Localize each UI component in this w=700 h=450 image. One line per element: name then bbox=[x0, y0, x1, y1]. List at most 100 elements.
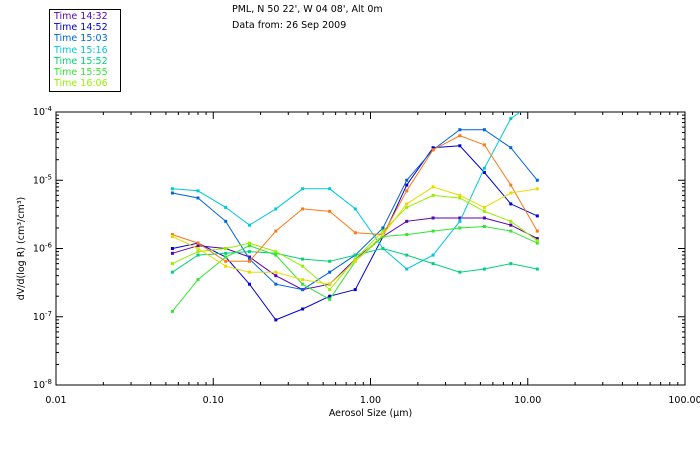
series-point-8 bbox=[458, 193, 462, 197]
series-point-6 bbox=[535, 239, 539, 243]
series-point-0 bbox=[509, 223, 513, 227]
series-point-1 bbox=[170, 247, 174, 250]
series-point-5 bbox=[274, 253, 278, 257]
y-tick-label: 10-8 bbox=[33, 378, 52, 391]
series-point-7 bbox=[224, 259, 228, 263]
y-axis-label: dV/d(log R) (cm³/cm³) bbox=[16, 197, 27, 300]
series-point-4 bbox=[196, 253, 200, 257]
legend-entry: Time 15:55 bbox=[54, 67, 108, 79]
series-point-3 bbox=[458, 219, 462, 223]
series-point-6 bbox=[458, 196, 462, 200]
series-point-0 bbox=[274, 274, 278, 278]
series-point-7 bbox=[509, 183, 513, 187]
series-point-6 bbox=[274, 250, 278, 254]
series-point-6 bbox=[196, 250, 200, 254]
y-tick-label: 10-7 bbox=[33, 310, 52, 323]
series-point-2 bbox=[405, 178, 409, 182]
series-point-0 bbox=[170, 251, 174, 255]
series-point-4 bbox=[170, 270, 174, 274]
series-point-0 bbox=[482, 216, 486, 220]
series-point-2 bbox=[509, 146, 513, 150]
legend-entry: Time 15:03 bbox=[54, 33, 108, 45]
series-point-1 bbox=[328, 294, 332, 298]
series-point-0 bbox=[431, 216, 435, 220]
series-point-6 bbox=[509, 219, 513, 223]
x-axis-label: Aerosol Size (µm) bbox=[329, 408, 412, 419]
series-point-1 bbox=[301, 307, 305, 311]
series-point-6 bbox=[247, 241, 251, 245]
series-point-7 bbox=[301, 207, 305, 211]
series-point-8 bbox=[328, 282, 332, 286]
series-point-7 bbox=[405, 189, 409, 193]
legend: Time 14:32 Time 14:52 Time 15:03 Time 15:16… bbox=[49, 9, 121, 92]
series-point-8 bbox=[353, 259, 357, 263]
series-point-6 bbox=[431, 193, 435, 197]
series-point-4 bbox=[381, 247, 385, 250]
series-point-0 bbox=[247, 255, 251, 259]
series-line-3 bbox=[172, 112, 522, 270]
series-point-8 bbox=[509, 191, 513, 195]
series-point-8 bbox=[301, 278, 305, 282]
series-point-1 bbox=[274, 318, 278, 322]
series-point-2 bbox=[301, 288, 305, 292]
series-point-6 bbox=[170, 262, 174, 266]
series-point-0 bbox=[196, 244, 200, 248]
series-point-2 bbox=[328, 270, 332, 274]
series-point-5 bbox=[224, 255, 228, 259]
series-point-2 bbox=[247, 257, 251, 261]
series-point-7 bbox=[482, 143, 486, 147]
series-point-3 bbox=[405, 267, 409, 271]
series-point-4 bbox=[353, 253, 357, 257]
series-point-3 bbox=[509, 117, 513, 121]
series-point-4 bbox=[224, 251, 228, 255]
x-tick-label: 1.00 bbox=[360, 395, 381, 406]
legend-entry: Time 16:06 bbox=[54, 78, 108, 90]
series-point-3 bbox=[482, 166, 486, 170]
series-point-8 bbox=[247, 270, 251, 274]
series-point-7 bbox=[535, 229, 539, 233]
series-point-6 bbox=[301, 264, 305, 268]
series-point-6 bbox=[405, 205, 409, 209]
series-point-7 bbox=[170, 233, 174, 237]
series-point-5 bbox=[482, 225, 486, 229]
series-point-3 bbox=[353, 207, 357, 211]
series-point-7 bbox=[431, 148, 435, 152]
location-header: PML, N 50 22', W 04 08', Alt 0m bbox=[232, 4, 383, 15]
series-point-6 bbox=[224, 247, 228, 250]
series-point-4 bbox=[247, 250, 251, 254]
series-point-8 bbox=[196, 247, 200, 250]
series-point-5 bbox=[328, 297, 332, 301]
series-point-2 bbox=[196, 196, 200, 200]
series-point-5 bbox=[535, 241, 539, 245]
series-point-2 bbox=[274, 282, 278, 286]
y-tick-label: 10-4 bbox=[33, 105, 53, 118]
series-point-4 bbox=[431, 262, 435, 266]
series-point-3 bbox=[247, 223, 251, 227]
series-point-1 bbox=[482, 170, 486, 174]
series-point-5 bbox=[247, 244, 251, 248]
series-point-4 bbox=[458, 270, 462, 274]
series-point-0 bbox=[405, 219, 409, 223]
series-point-2 bbox=[482, 128, 486, 132]
series-point-3 bbox=[196, 189, 200, 193]
series-point-0 bbox=[458, 216, 462, 220]
series-point-5 bbox=[301, 282, 305, 286]
series-point-4 bbox=[482, 267, 486, 271]
series-point-1 bbox=[247, 282, 251, 286]
series-point-2 bbox=[224, 219, 228, 223]
series-point-3 bbox=[536, 98, 539, 101]
series-point-7 bbox=[247, 259, 251, 263]
legend-entry: Time 15:52 bbox=[54, 55, 108, 67]
x-tick-label: 10.00 bbox=[514, 395, 541, 406]
series-point-8 bbox=[224, 264, 228, 268]
series-point-4 bbox=[535, 267, 539, 271]
series-point-4 bbox=[274, 251, 278, 255]
series-point-3 bbox=[224, 205, 228, 209]
series-point-6 bbox=[482, 209, 486, 213]
x-tick-label: 100.00 bbox=[668, 395, 700, 406]
series-point-3 bbox=[170, 187, 174, 191]
series-point-8 bbox=[170, 234, 174, 238]
series-point-1 bbox=[458, 144, 462, 148]
x-tick-label: 0.01 bbox=[45, 395, 66, 406]
